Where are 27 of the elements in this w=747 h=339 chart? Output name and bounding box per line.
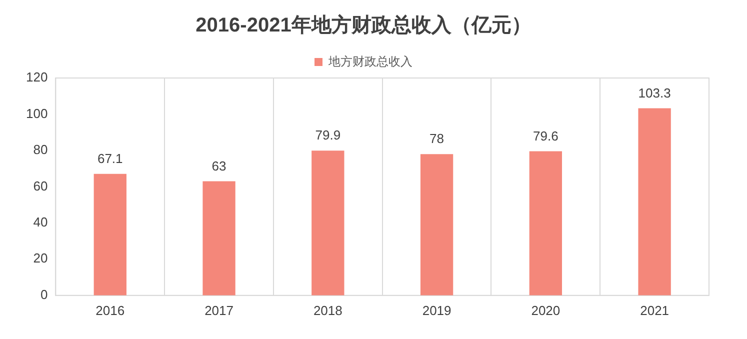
x-tick-label: 2019 [422,302,452,318]
data-label: 103.3 [638,85,671,100]
y-tick-label: 20 [33,250,48,266]
x-tick-label: 2018 [313,302,342,318]
bar [202,181,236,296]
x-tick-label: 2016 [96,302,125,318]
bar [529,151,562,296]
x-tick-label: 2021 [640,302,670,318]
bar [94,174,126,296]
x-tick-label: 2017 [204,302,234,318]
y-tick-label: 40 [33,214,48,230]
chart-title: 2016-2021年地方财政总收入（亿元） [196,14,532,37]
data-label: 67.1 [97,150,123,166]
y-tick-label: 0 [40,286,48,302]
bar [420,154,454,296]
y-tick-label: 100 [26,106,48,121]
y-tick-label: 80 [33,142,48,158]
legend-label: 地方财政总收入 [328,54,412,68]
y-tick-label: 120 [26,70,48,85]
data-label: 79.6 [533,128,558,144]
data-label: 78 [430,131,444,146]
y-tick-label: 60 [33,178,48,194]
data-label: 63 [212,158,226,174]
bar [638,108,671,296]
bar [312,150,344,296]
x-tick-label: 2020 [531,302,560,318]
data-label: 79.9 [315,128,341,143]
